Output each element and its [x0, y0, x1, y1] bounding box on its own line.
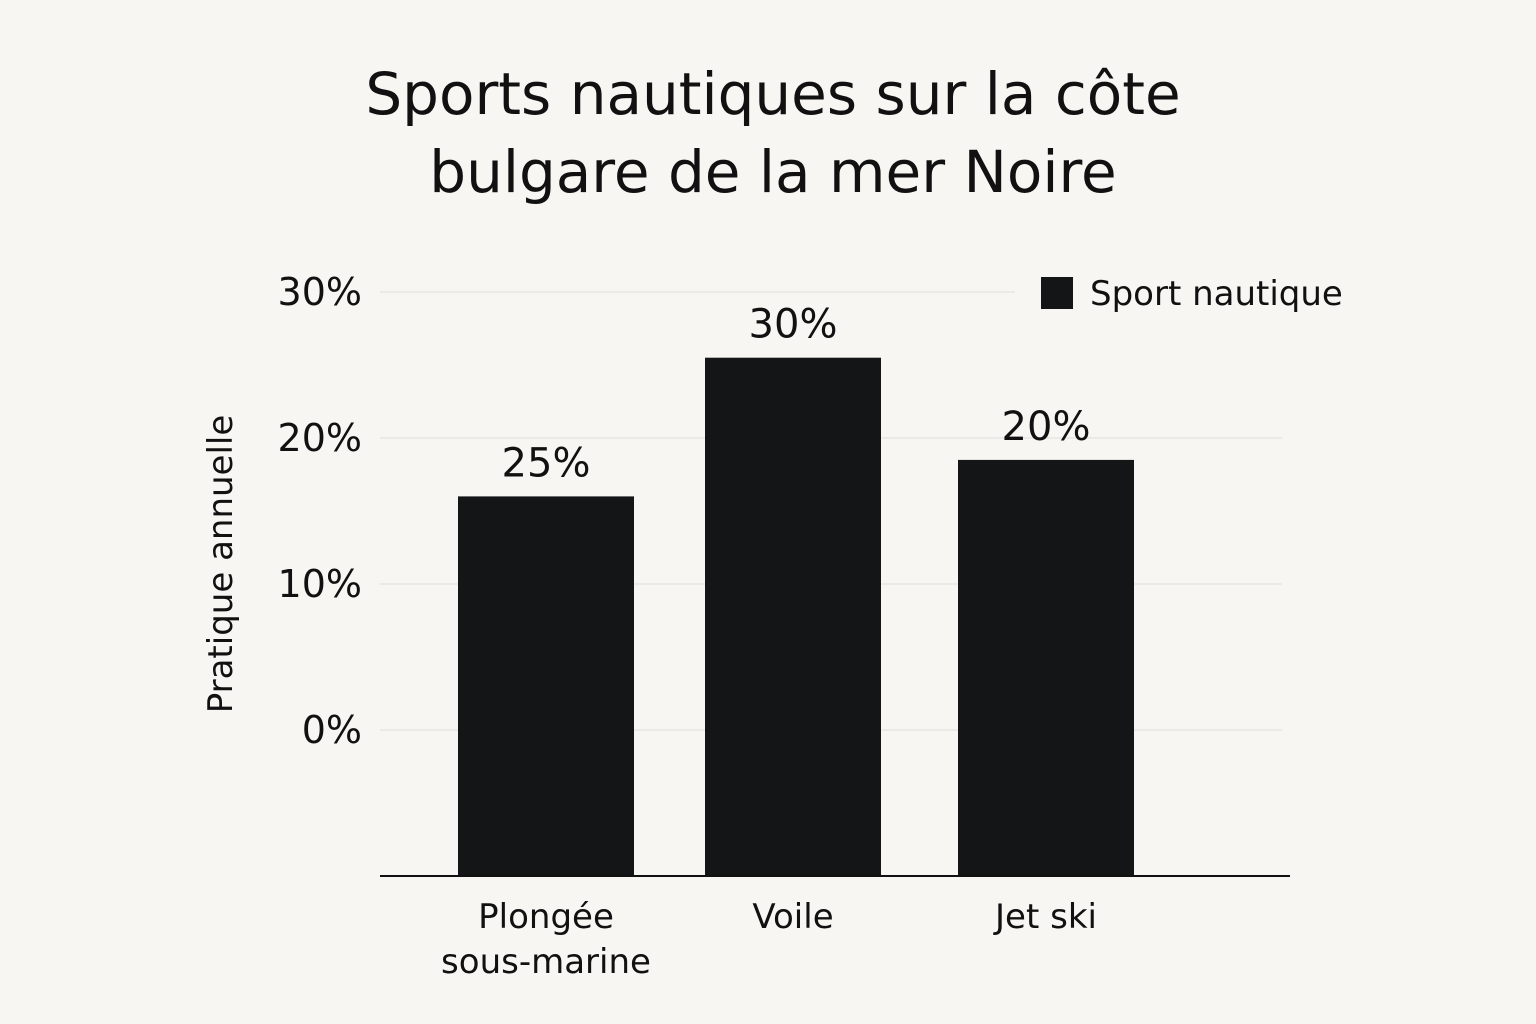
y-axis-label: Pratique annuelle [201, 415, 241, 714]
y-tick-label: 0% [302, 708, 362, 752]
chart-title-line-1: Sports nautiques sur la côte [365, 60, 1181, 128]
y-axis-ticks: 0% 10% 20% 30% [278, 270, 362, 752]
x-axis-categories: Plongée sous-marine Voile Jet ski [441, 897, 1097, 982]
data-labels: 25% 30% 20% [502, 302, 1091, 487]
data-label: 25% [502, 440, 591, 486]
legend: Sport nautique [1041, 274, 1343, 314]
data-label: 20% [1002, 404, 1091, 450]
bar [458, 496, 634, 876]
data-label: 30% [749, 302, 838, 348]
x-category-label: Plongée [478, 897, 614, 937]
x-category-label: sous-marine [441, 942, 651, 982]
legend-swatch [1041, 277, 1073, 309]
y-tick-label: 10% [278, 562, 362, 606]
y-tick-label: 20% [278, 416, 362, 460]
y-tick-label: 30% [278, 270, 362, 314]
bars [458, 357, 1134, 876]
x-category-label: Jet ski [993, 897, 1097, 937]
bar [958, 459, 1134, 876]
bar [705, 357, 881, 876]
chart-title: Sports nautiques sur la côte bulgare de … [0, 55, 1536, 211]
chart-title-line-2: bulgare de la mer Noire [429, 138, 1117, 206]
legend-label: Sport nautique [1090, 274, 1343, 314]
x-category-label: Voile [752, 897, 833, 937]
